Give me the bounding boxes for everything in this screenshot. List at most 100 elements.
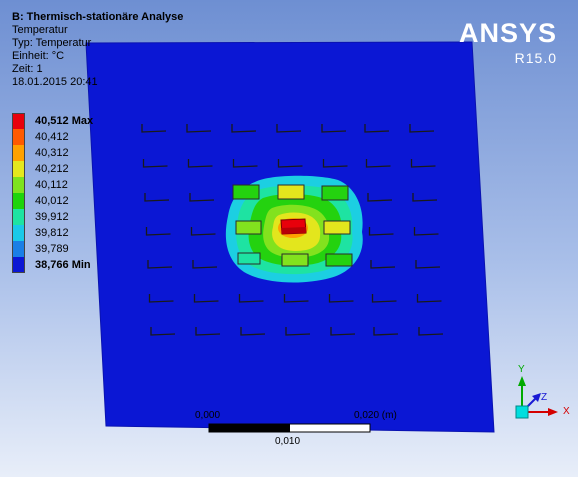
component-outline — [232, 159, 258, 168]
component-outline — [370, 260, 396, 269]
component-outline — [277, 159, 303, 168]
component-outline — [141, 124, 167, 133]
legend-label: 40,012 — [35, 195, 69, 207]
legend-label: 40,112 — [35, 179, 68, 191]
component — [323, 220, 351, 235]
legend-row: 40,212 — [12, 161, 93, 177]
component-outline — [195, 327, 221, 336]
component-outline — [192, 260, 218, 269]
legend-label: 38,766 Min — [35, 259, 91, 271]
component-outline — [231, 124, 257, 133]
legend-swatch — [12, 257, 25, 273]
legend-label: 39,789 — [35, 243, 69, 255]
legend-row: 39,912 — [12, 209, 93, 225]
component-outline — [412, 193, 438, 202]
component-outline — [142, 159, 168, 168]
legend-label: 40,312 — [35, 147, 69, 159]
result-time: Zeit: 1 — [12, 63, 43, 75]
component-outline — [193, 294, 219, 303]
component-outline — [147, 260, 173, 269]
brand-name: ANSYS — [458, 18, 557, 48]
hotspot-shade — [281, 227, 306, 234]
component-outline — [283, 294, 309, 303]
triad-x-label: X — [563, 406, 570, 417]
result-unit: Einheit: °C — [12, 50, 65, 62]
legend-row: 38,766 Min — [12, 257, 93, 273]
component-outline — [365, 159, 391, 168]
legend-label: 40,512 Max — [35, 115, 94, 127]
component-outline — [321, 124, 347, 133]
component-outline — [240, 327, 266, 336]
scale-bar-graphic — [208, 423, 371, 433]
result-type: Typ: Temperatur — [12, 37, 92, 49]
component-outline — [413, 227, 439, 236]
component-outline — [418, 327, 444, 336]
component — [235, 220, 262, 235]
legend-row: 39,812 — [12, 225, 93, 241]
component-outline — [148, 294, 174, 303]
triad-z-label: Z — [541, 392, 548, 403]
result-info: B: Thermisch-stationäre Analyse Temperat… — [12, 11, 183, 89]
heated-components — [232, 184, 353, 267]
legend-row: 40,312 — [12, 145, 93, 161]
component-outline — [145, 227, 171, 236]
triad-graphic — [515, 376, 558, 419]
color-legend[interactable]: 40,512 Max 40,412 40,312 40,212 40,112 40,012… — [12, 113, 93, 273]
component — [281, 253, 309, 267]
component-outline-grid — [141, 124, 444, 336]
legend-swatch — [12, 241, 25, 257]
component-outline — [410, 159, 436, 168]
legend-label: 39,812 — [35, 227, 69, 239]
component-outline — [150, 327, 176, 336]
legend-row: 40,112 — [12, 177, 93, 193]
component — [232, 184, 260, 200]
component-outline — [371, 294, 397, 303]
component-outline — [285, 327, 311, 336]
coordinate-triad[interactable]: Y X Z — [505, 360, 577, 426]
legend-swatch — [12, 225, 25, 241]
component — [237, 252, 261, 265]
legend-swatch — [12, 177, 25, 193]
legend-swatch — [12, 129, 25, 145]
legend-row: 39,789 — [12, 241, 93, 257]
component-outline — [416, 294, 442, 303]
component-outline — [364, 124, 390, 133]
legend-row: 40,412 — [12, 129, 93, 145]
analysis-title: B: Thermisch-stationäre Analyse — [12, 11, 184, 23]
component-outline — [144, 193, 170, 202]
component-outline — [373, 327, 399, 336]
scale-label-mid: 0,010 — [275, 436, 301, 447]
brand-version: R15.0 — [514, 50, 557, 66]
legend-label: 39,912 — [35, 211, 69, 223]
component-outline — [328, 294, 354, 303]
legend-swatch — [12, 193, 25, 209]
component-outline — [186, 124, 212, 133]
component-outline — [368, 227, 394, 236]
component-outline — [190, 227, 216, 236]
ansys-logo: ANSYS R15.0 — [459, 19, 557, 66]
legend-swatch — [12, 113, 25, 129]
result-name: Temperatur — [12, 24, 68, 36]
result-date: 18.01.2015 20:41 — [12, 76, 98, 88]
component-outline — [187, 159, 213, 168]
legend-label: 40,412 — [35, 131, 69, 143]
legend-label: 40,212 — [35, 163, 69, 175]
component — [325, 253, 353, 267]
component — [277, 184, 305, 200]
legend-row: 40,012 — [12, 193, 93, 209]
component-outline — [276, 124, 302, 133]
legend-swatch — [12, 145, 25, 161]
legend-swatch — [12, 209, 25, 225]
component — [321, 185, 349, 201]
component-outline — [415, 260, 441, 269]
scale-label-end: 0,020 (m) — [354, 410, 397, 421]
scale-bar: 0,000 0,020 (m) 0,010 — [190, 410, 450, 450]
scale-label-start: 0,000 — [195, 410, 221, 421]
triad-y-label: Y — [518, 364, 525, 375]
component-outline — [238, 294, 264, 303]
legend-row: 40,512 Max — [12, 113, 93, 129]
component-outline — [330, 327, 356, 336]
component-outline — [189, 193, 215, 202]
legend-swatch — [12, 161, 25, 177]
